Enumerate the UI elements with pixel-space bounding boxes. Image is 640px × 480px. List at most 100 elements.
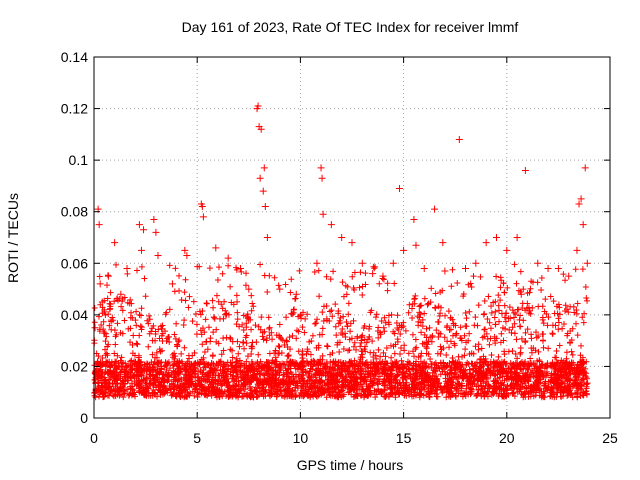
- data-point: [444, 379, 451, 386]
- data-point: [214, 387, 221, 394]
- data-point: [521, 166, 529, 174]
- data-point: [353, 361, 360, 368]
- data-point: [158, 332, 165, 339]
- data-point: [498, 330, 505, 337]
- data-point: [166, 306, 173, 313]
- data-point: [328, 388, 335, 395]
- data-point: [341, 391, 348, 398]
- data-point: [413, 373, 420, 380]
- data-point: [384, 280, 391, 287]
- data-point: [254, 102, 262, 110]
- data-point: [377, 331, 384, 338]
- data-point: [524, 326, 531, 333]
- data-point: [503, 246, 511, 254]
- data-point: [340, 313, 347, 320]
- data-point: [299, 366, 306, 373]
- data-point: [409, 331, 416, 338]
- data-point: [320, 370, 327, 377]
- data-point: [317, 164, 325, 172]
- data-point: [146, 330, 153, 337]
- data-point: [370, 363, 377, 370]
- data-point: [448, 283, 455, 290]
- data-point: [270, 373, 277, 380]
- data-point: [572, 320, 579, 327]
- data-point: [329, 313, 336, 320]
- data-point: [565, 272, 573, 280]
- data-point: [147, 375, 154, 382]
- data-point: [233, 392, 240, 399]
- data-point: [345, 368, 352, 375]
- data-point: [468, 390, 475, 397]
- data-point: [579, 314, 586, 321]
- data-point: [425, 338, 432, 345]
- data-point: [472, 361, 479, 368]
- data-point: [510, 390, 517, 397]
- data-point: [111, 239, 119, 247]
- data-point: [361, 336, 368, 343]
- data-point: [502, 310, 509, 317]
- data-point: [572, 377, 579, 384]
- data-point: [217, 358, 224, 365]
- data-point: [348, 361, 355, 368]
- data-point: [136, 358, 143, 365]
- data-point: [345, 347, 352, 354]
- data-point: [519, 383, 526, 390]
- data-point: [512, 359, 519, 366]
- data-point: [532, 361, 539, 368]
- data-point: [406, 301, 413, 308]
- data-point: [372, 314, 379, 321]
- data-point: [278, 350, 285, 357]
- data-point: [171, 331, 178, 338]
- data-point: [482, 358, 489, 365]
- data-point: [232, 375, 239, 382]
- data-point: [555, 383, 562, 390]
- data-point: [232, 393, 239, 400]
- data-point: [309, 332, 316, 339]
- data-point: [166, 365, 173, 372]
- data-point: [324, 343, 331, 350]
- x-axis-label: GPS time / hours: [297, 457, 404, 473]
- data-point: [114, 369, 121, 376]
- data-point: [492, 321, 499, 328]
- data-point: [487, 325, 494, 332]
- data-point: [94, 360, 101, 367]
- data-point: [449, 332, 456, 339]
- data-point: [301, 329, 308, 336]
- data-point: [130, 372, 137, 379]
- data-point: [558, 379, 565, 386]
- data-point: [480, 311, 487, 318]
- data-point: [512, 351, 519, 358]
- data-point: [171, 288, 178, 295]
- data-point: [128, 357, 135, 364]
- data-point: [433, 390, 440, 397]
- data-point: [559, 368, 566, 375]
- data-point: [446, 376, 453, 383]
- data-point: [91, 376, 98, 383]
- data-point: [468, 360, 475, 367]
- data-point: [189, 368, 196, 375]
- data-point: [517, 386, 524, 393]
- data-point: [347, 320, 354, 327]
- data-point: [540, 337, 547, 344]
- data-point: [336, 370, 343, 377]
- data-point: [262, 392, 269, 399]
- data-point: [466, 351, 473, 358]
- data-point: [527, 355, 534, 362]
- y-tick-label: 0.14: [61, 49, 88, 65]
- data-point: [303, 369, 310, 376]
- data-point: [578, 342, 585, 349]
- data-point: [138, 305, 145, 312]
- data-point: [553, 303, 560, 310]
- data-point: [564, 382, 571, 389]
- data-point: [291, 362, 298, 369]
- data-point: [334, 339, 341, 346]
- data-point: [532, 329, 539, 336]
- data-point: [425, 300, 432, 307]
- data-point: [210, 314, 217, 321]
- data-point: [464, 359, 471, 366]
- data-point: [98, 373, 105, 380]
- data-point: [344, 283, 351, 290]
- data-point: [199, 383, 206, 390]
- data-point: [520, 373, 527, 380]
- data-point: [153, 371, 160, 378]
